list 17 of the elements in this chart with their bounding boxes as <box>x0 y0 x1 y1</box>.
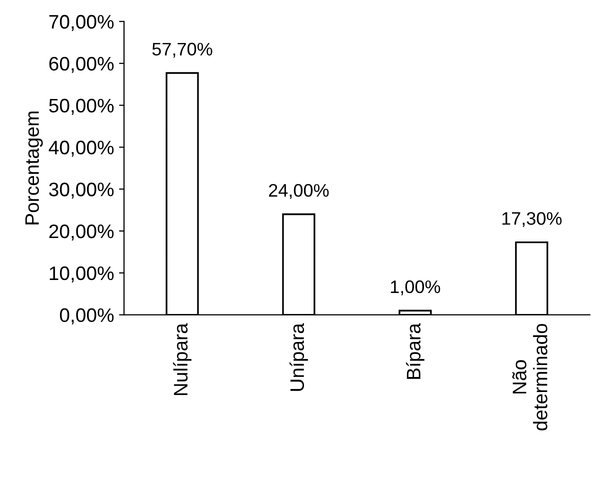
data-label: 17,30% <box>502 212 562 227</box>
y-axis-title: Porcentagem <box>25 112 43 224</box>
data-label: 24,00% <box>269 184 329 199</box>
x-tick-label: Bípara <box>406 323 424 379</box>
data-label: 1,00% <box>390 280 440 296</box>
x-tick-label: Unípara <box>290 323 308 391</box>
y-tick-label: 10,00% <box>50 266 114 282</box>
y-tick-label: 30,00% <box>49 182 114 199</box>
y-tick-label: 50,00% <box>49 98 114 115</box>
x-tick-label: Nulípara <box>173 323 192 396</box>
y-tick-label: 0,00% <box>60 308 114 324</box>
y-tick-label: 40,00% <box>48 140 114 157</box>
y-tick-label: 20,00% <box>49 224 114 241</box>
data-label: 57,70% <box>152 42 212 58</box>
x-tick-label: Não determinado <box>512 324 548 430</box>
y-tick-label: 60,00% <box>49 56 114 73</box>
y-tick-label: 70,00% <box>49 14 114 31</box>
